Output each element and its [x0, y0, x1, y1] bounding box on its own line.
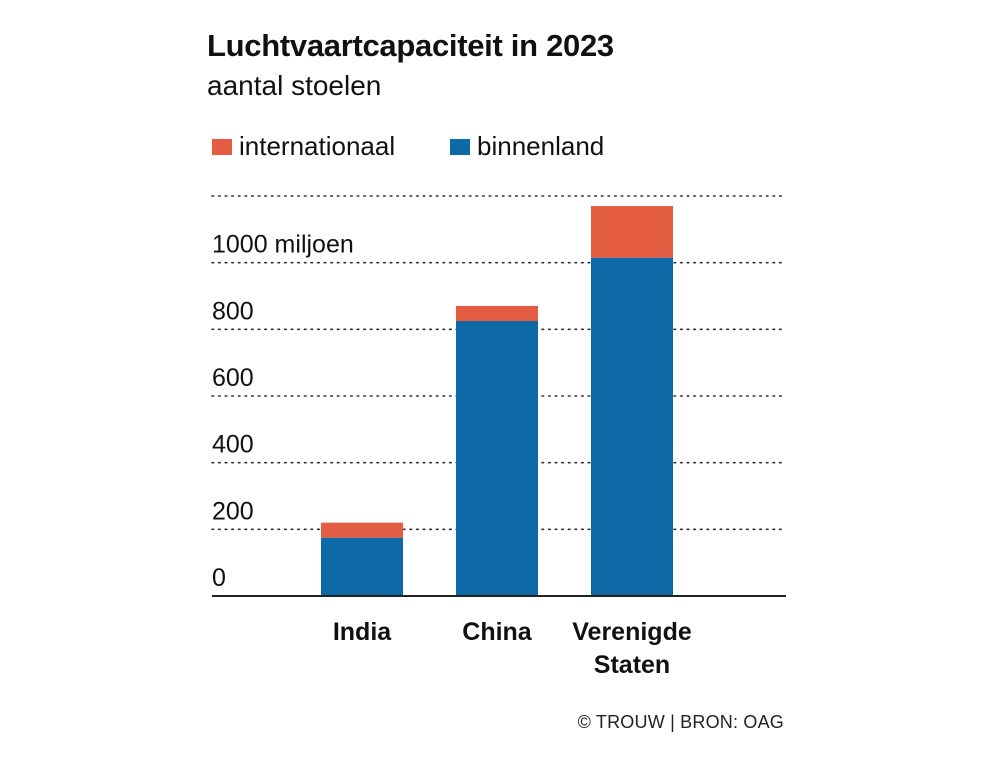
chart-title: Luchtvaartcapaciteit in 2023 [207, 28, 614, 63]
y-tick-label-0: 0 [212, 564, 226, 592]
y-tick-label-400: 400 [212, 431, 254, 459]
x-tick-label-india: India [333, 618, 392, 646]
bar-india-internationaal [321, 522, 403, 538]
legend-swatch-internationaal [212, 138, 232, 155]
source-credit: © TROUW | BRON: OAG [577, 712, 784, 732]
legend-item-binnenland: binnenland [450, 131, 604, 162]
bar-china-internationaal [456, 306, 538, 321]
legend-label-internationaal: internationaal [239, 131, 396, 161]
chart-subtitle: aantal stoelen [207, 70, 382, 101]
bar-india-binnenland [321, 537, 403, 596]
legend-item-internationaal: internationaal [212, 131, 395, 162]
legend-swatch-binnenland [450, 138, 470, 155]
x-tick-label-china: China [462, 618, 533, 646]
bar-verenigde-staten-binnenland [591, 257, 673, 596]
y-tick-label-200: 200 [212, 497, 254, 525]
x-tick-label-verenigde: Verenigde [572, 618, 692, 646]
y-tick-label-1000: 1000 miljoen [212, 231, 354, 259]
y-tick-label-600: 600 [212, 364, 254, 392]
legend-label-binnenland: binnenland [477, 131, 605, 161]
y-tick-label-800: 800 [212, 297, 254, 325]
bar-verenigde-staten-internationaal [591, 206, 673, 258]
bar-china-binnenland [456, 321, 538, 596]
x-tick-label-staten: Staten [594, 651, 670, 679]
